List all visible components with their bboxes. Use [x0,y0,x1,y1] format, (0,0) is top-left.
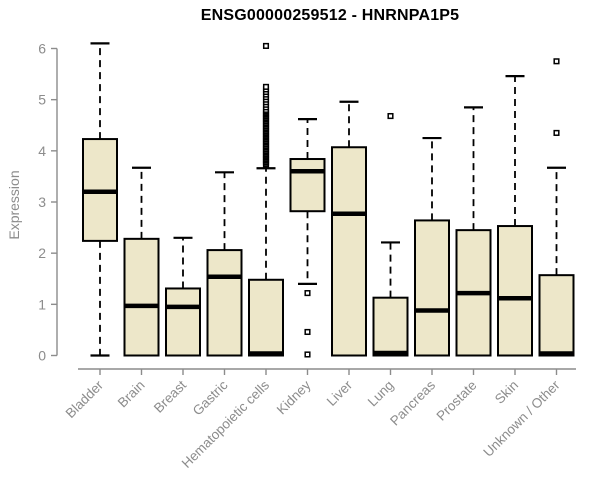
x-axis-category-label-pancreas: Pancreas [387,377,438,428]
x-axis-category-label-prostate: Prostate [433,378,479,424]
x-axis-category-label-gastric: Gastric [190,377,231,418]
chart-title: ENSG00000259512 - HNRNPA1P5 [200,7,460,24]
box-liver [331,146,367,357]
x-axis-category-label-kidney: Kidney [274,377,314,417]
x-axis-category-label-bladder: Bladder [63,377,107,421]
y-axis-tick-label: 2 [38,245,46,261]
box-brain [123,237,160,357]
outlier-point-unknown-other [553,58,560,65]
outlier-point-unknown-other [553,129,560,136]
y-axis-tick-label: 3 [38,194,46,210]
x-axis-category-label-unknown-other: Unknown / Other [480,377,563,460]
y-axis-tick-label: 5 [38,92,46,108]
y-axis-tick-label: 1 [38,296,46,312]
y-axis-tick-label: 0 [38,348,46,364]
outlier-point-hematopoietic-cells [262,83,270,90]
x-axis-category-label-brain: Brain [115,378,148,411]
outlier-point-kidney [304,351,311,358]
box-breast [165,287,201,357]
box-pancreas [414,219,450,357]
outlier-point-hematopoietic-cells [262,42,270,49]
box-lung [372,296,409,357]
x-axis-category-label-liver: Liver [324,377,356,409]
y-axis-tick-label: 6 [38,41,46,57]
box-skin [497,225,533,357]
outlier-point-lung [387,112,394,120]
x-axis-category-label-skin: Skin [492,378,521,407]
x-axis-category-label-breast: Breast [151,377,189,415]
outlier-point-kidney [304,328,311,336]
outlier-point-kidney [304,290,311,297]
box-kidney [289,158,326,213]
y-axis-tick-label: 4 [38,143,46,159]
box-unknown-other [538,274,575,357]
x-axis-category-label-lung: Lung [365,378,397,410]
box-gastric [206,249,243,357]
box-hematopoietic-cells [248,278,284,357]
